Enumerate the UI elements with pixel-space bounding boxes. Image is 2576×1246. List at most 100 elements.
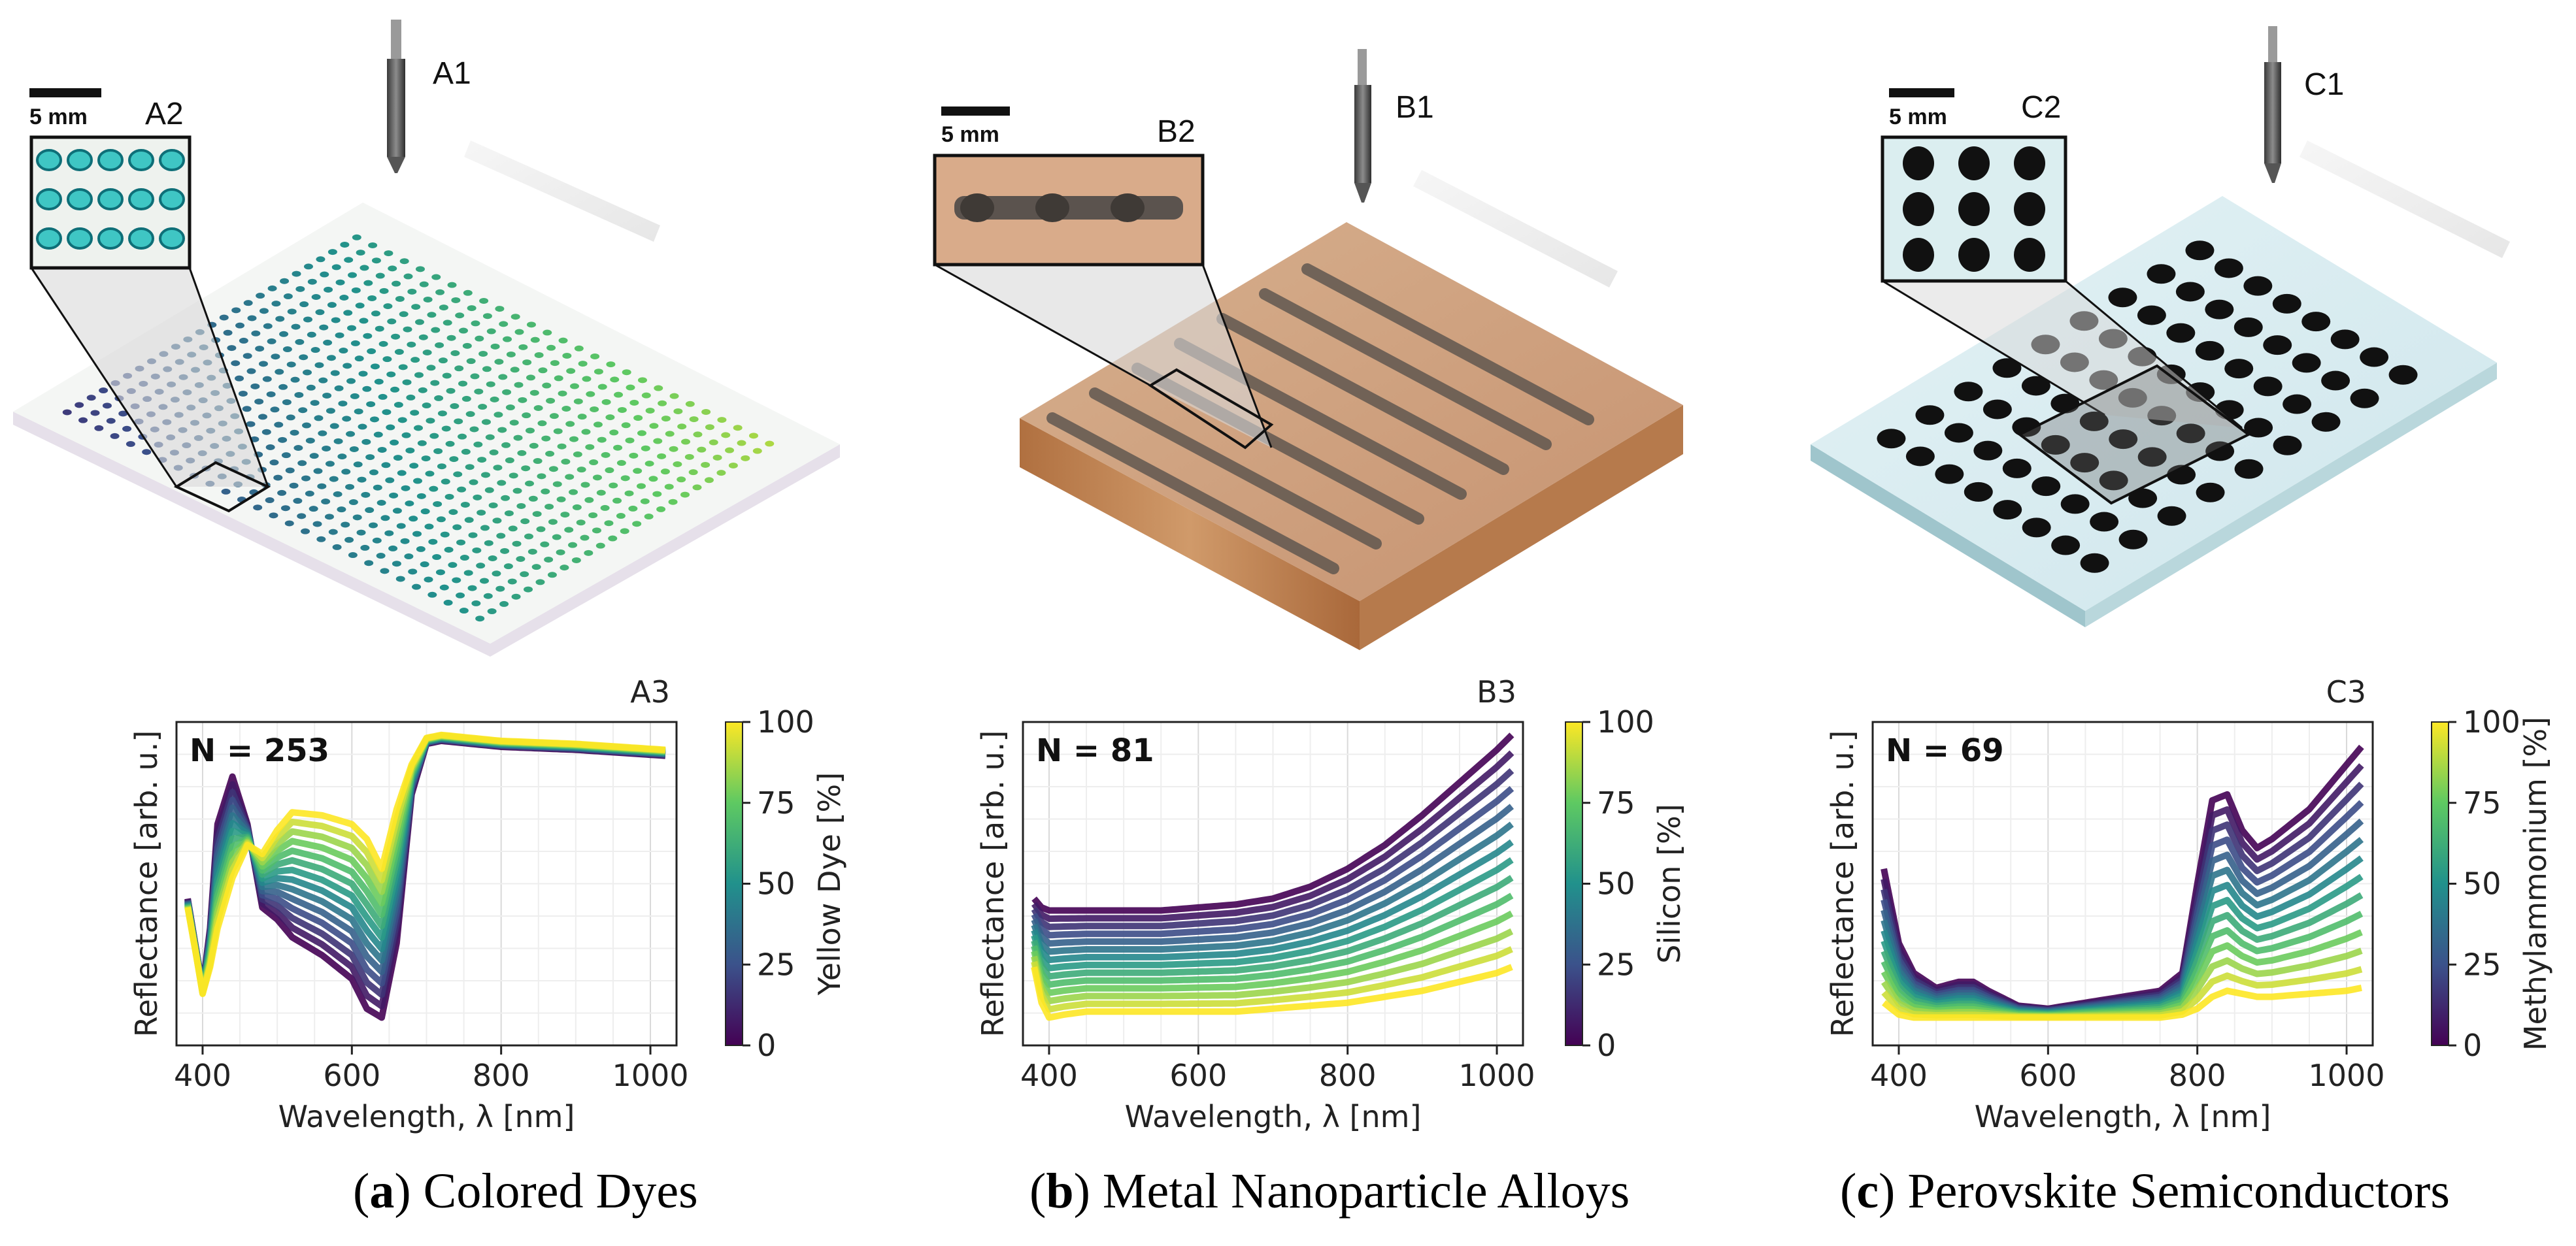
- droplet: [552, 534, 561, 540]
- droplet: [400, 538, 410, 544]
- droplet: [435, 342, 444, 348]
- y-axis-label: Reflectance [arb. u.]: [975, 730, 1011, 1038]
- colorbar-tick-label: 100: [2463, 704, 2520, 740]
- droplet: [681, 438, 691, 445]
- droplet: [626, 384, 635, 391]
- droplet: [495, 585, 505, 592]
- droplet: [373, 484, 382, 491]
- panel-c-scale-label: 5 mm: [1889, 105, 1947, 129]
- panel-b-print-arrow: [1413, 170, 1618, 287]
- droplet: [414, 425, 423, 431]
- panel-c-inset-label: C2: [2021, 90, 2061, 125]
- droplet: [437, 410, 447, 417]
- droplet: [529, 389, 539, 396]
- droplet: [298, 407, 308, 414]
- droplet: [347, 325, 357, 331]
- film-spot: [1944, 423, 1973, 443]
- droplet: [528, 495, 538, 502]
- droplet: [416, 546, 426, 552]
- droplet: [395, 295, 405, 302]
- droplet: [397, 470, 407, 476]
- droplet: [475, 335, 484, 342]
- droplet: [299, 354, 309, 361]
- droplet: [253, 504, 263, 511]
- droplet: [459, 327, 469, 334]
- droplet: [709, 439, 718, 446]
- droplet: [616, 513, 626, 519]
- droplet: [368, 242, 378, 248]
- droplet: [423, 296, 433, 303]
- droplet: [565, 474, 575, 480]
- droplet: [393, 455, 403, 461]
- film-spot: [2224, 359, 2254, 379]
- droplet: [608, 535, 618, 542]
- droplet: [632, 521, 642, 527]
- droplet: [341, 521, 350, 528]
- droplet: [752, 448, 762, 454]
- film-spot: [2060, 494, 2090, 514]
- droplet: [531, 564, 541, 570]
- droplet: [512, 487, 522, 494]
- droplet: [397, 417, 407, 423]
- droplet: [284, 520, 294, 527]
- droplet: [684, 453, 694, 460]
- droplet: [595, 542, 605, 549]
- droplet: [558, 390, 567, 397]
- droplet: [589, 459, 599, 466]
- droplet: [445, 440, 455, 447]
- droplet: [366, 401, 376, 408]
- caption-a-letter: a: [369, 1164, 395, 1219]
- droplet: [454, 418, 463, 425]
- droplet: [616, 460, 626, 467]
- droplet: [544, 503, 554, 510]
- panel-a-zoom-region: [173, 461, 271, 513]
- droplet: [343, 310, 353, 316]
- droplet: [717, 417, 727, 423]
- droplet: [605, 467, 614, 474]
- droplet: [346, 378, 356, 384]
- droplet: [317, 483, 327, 489]
- panel-c-scale-bar: [1889, 88, 1954, 97]
- film-spot: [2234, 459, 2264, 479]
- droplet: [621, 422, 631, 429]
- droplet: [255, 346, 265, 352]
- droplet: [464, 517, 474, 523]
- droplet: [453, 471, 463, 478]
- droplet: [251, 330, 261, 336]
- panel-b-plate-top: [1020, 222, 1683, 601]
- droplet: [652, 491, 662, 497]
- colorbar-tick-label: 50: [757, 866, 795, 902]
- droplet: [637, 377, 647, 384]
- droplet: [573, 451, 582, 457]
- droplet: [333, 438, 343, 444]
- droplet: [294, 391, 304, 398]
- droplet: [556, 549, 565, 555]
- droplet: [307, 331, 316, 338]
- inset-film-spot: [2014, 192, 2045, 226]
- droplet: [628, 505, 638, 512]
- droplet: [565, 421, 575, 427]
- droplet: [259, 308, 269, 314]
- droplet: [358, 423, 367, 430]
- droplet: [364, 560, 374, 566]
- droplet: [716, 470, 726, 476]
- droplet: [303, 369, 312, 376]
- droplet: [629, 452, 639, 459]
- panel-b-scale-bar: [941, 107, 1010, 116]
- panel-c-illustration: C1 5 mm C2: [1811, 26, 2510, 627]
- droplet: [316, 536, 326, 542]
- droplet: [333, 491, 343, 497]
- droplet: [457, 486, 467, 493]
- film-spot: [1964, 482, 1993, 502]
- panel-b-zoom-region: [1148, 368, 1274, 450]
- droplet: [334, 385, 344, 391]
- inset-blob: [1111, 193, 1145, 222]
- droplet: [422, 350, 432, 356]
- droplet: [581, 429, 591, 435]
- droplet: [327, 302, 337, 308]
- inset-film-spot: [1903, 192, 1934, 226]
- droplet: [562, 352, 572, 359]
- sample-count: N = 81: [1036, 732, 1154, 769]
- droplet: [501, 495, 510, 501]
- droplet: [324, 286, 333, 293]
